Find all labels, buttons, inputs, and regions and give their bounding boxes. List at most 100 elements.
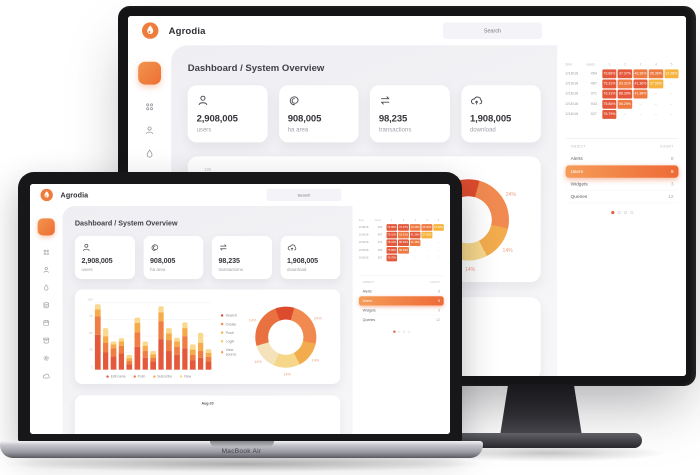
legend-label: View source: [225, 347, 237, 357]
heatmap-row-users: 933: [377, 248, 383, 252]
heatmap-row-users: 927: [377, 256, 383, 260]
heatmap-row-date: 2/16/16: [565, 112, 579, 117]
heatmap-cell: 88.39%: [398, 239, 409, 247]
archive-box-icon[interactable]: [42, 337, 50, 345]
stat-card-users[interactable]: 2,908,005 users: [187, 85, 268, 143]
bar-segment: [189, 349, 196, 355]
stat-value: 908,005: [150, 257, 176, 266]
list-item-users[interactable]: Users 9: [565, 165, 679, 178]
list-item-queries[interactable]: Queries 12: [358, 315, 444, 325]
user-icon: [82, 243, 92, 253]
monitor-shadow: [428, 444, 668, 462]
donut-chart-section: Search Create Push Login View so: [218, 298, 332, 378]
cloud-icon[interactable]: [42, 372, 50, 380]
legend-label: Search: [225, 313, 237, 318]
list-item-label: Alerts: [570, 155, 583, 162]
heatmap-empty-cell: –: [437, 241, 440, 245]
bar-segment: [118, 353, 125, 370]
stat-card-users[interactable]: 2,908,005 users: [74, 236, 135, 279]
heatmap-column-header: 2: [402, 219, 405, 223]
page-dot[interactable]: [402, 330, 405, 333]
donut-ring: [255, 306, 317, 368]
cloud-download-icon: [287, 243, 297, 253]
stat-card-download[interactable]: 1,908,005 download: [461, 85, 541, 143]
sidebar-item-home[interactable]: [37, 218, 55, 236]
grain-icon: [150, 243, 160, 253]
y-tick-label: 75: [89, 314, 93, 319]
laptop-base: MacBook Air: [0, 441, 483, 458]
sidebar-item-home[interactable]: [138, 61, 162, 85]
droplet-icon[interactable]: [42, 284, 50, 292]
search-input[interactable]: [266, 188, 342, 202]
heatmap-empty-cell: –: [437, 256, 440, 260]
right-panel: time users 1 2 3 4 5 2/18/16 454 76.86% 37.37% 46.3…: [557, 45, 686, 376]
stat-card-ha-area[interactable]: 908,005 ha area: [278, 85, 359, 143]
bar-segment: [182, 328, 188, 337]
legend-label: Create: [225, 321, 237, 327]
gear-icon[interactable]: [42, 354, 50, 362]
bar-segment: [174, 346, 180, 355]
page-dot[interactable]: [407, 330, 410, 333]
stat-card-download[interactable]: 1,908,005 download: [280, 236, 341, 279]
page-dot[interactable]: [610, 210, 615, 215]
stat-label: users: [81, 267, 93, 273]
page-dot[interactable]: [397, 330, 401, 333]
heatmap-column-header: 4: [426, 219, 428, 223]
bar-segment: [150, 354, 156, 358]
database-icon[interactable]: [42, 301, 50, 309]
heatmap-row-date: 2/16/16: [358, 241, 369, 245]
calendar-icon[interactable]: [42, 319, 50, 327]
donut-percent-label: 14%: [311, 357, 320, 363]
list-item-users[interactable]: Users 9: [358, 296, 444, 306]
agrodia-logo-icon[interactable]: [141, 22, 159, 39]
legend-label: Login: [225, 339, 235, 344]
bar-segment: [134, 346, 141, 370]
heatmap-empty-cell: –: [426, 248, 428, 252]
heatmap-cell: 75.86%: [602, 99, 617, 109]
heatmap-empty-cell: –: [670, 82, 673, 86]
droplet-icon[interactable]: [145, 149, 155, 159]
list-item-count: 12: [436, 317, 441, 322]
user-icon[interactable]: [42, 266, 50, 274]
apps-grid-icon[interactable]: [42, 248, 50, 256]
bar-segment: [126, 358, 133, 361]
page-dot[interactable]: [629, 210, 634, 215]
list-item-widgets[interactable]: Widgets 3: [358, 306, 444, 316]
user-icon[interactable]: [145, 125, 155, 135]
agrodia-logo-icon[interactable]: [40, 188, 53, 202]
page-dot[interactable]: [623, 210, 627, 215]
legend-dot: [220, 314, 224, 317]
stat-card-transactions[interactable]: 98,235 transactions: [211, 236, 272, 279]
page-dot[interactable]: [392, 330, 396, 333]
charts-card: 0 25 50 75 100 Edit name Push Subscribe: [74, 289, 341, 384]
legend-dot: [133, 375, 136, 378]
stat-value: 2,908,005: [196, 113, 238, 124]
legend-item: View source: [220, 347, 237, 357]
heatmap-cell: 63.31%: [617, 79, 633, 89]
page-dot[interactable]: [617, 210, 621, 215]
search-input[interactable]: [442, 22, 543, 39]
list-item-label: Users: [362, 298, 373, 303]
timeline-card-title: Aug-20: [201, 401, 214, 406]
list-item-queries[interactable]: Queries 12: [565, 191, 679, 204]
stat-card-transactions[interactable]: 98,235 transactions: [369, 85, 450, 143]
list-item-widgets[interactable]: Widgets 3: [565, 178, 679, 191]
stat-card-ha-area[interactable]: 908,005 ha area: [143, 236, 204, 279]
transactions-icon: [219, 243, 229, 253]
apps-grid-icon[interactable]: [145, 102, 155, 112]
bar: [94, 304, 101, 370]
bar-segment: [205, 348, 212, 353]
heatmap-empty-cell: –: [437, 248, 440, 252]
heatmap-empty-cell: –: [670, 92, 673, 97]
list-item-count: 3: [438, 308, 441, 313]
list-item-label: Alerts: [362, 289, 372, 294]
heatmap-empty-cell: –: [414, 248, 416, 252]
heatmap-cell: 75.31%: [386, 231, 398, 239]
timeline-card: Aug-20: [74, 395, 341, 434]
heatmap-empty-cell: –: [639, 112, 642, 117]
y-tick-label: 100: [87, 298, 93, 302]
list-item-alerts[interactable]: Alerts 8: [358, 287, 444, 297]
list-item-alerts[interactable]: Alerts 8: [565, 153, 679, 166]
bar-segment: [134, 322, 141, 333]
list-item-label: Widgets: [362, 308, 376, 313]
